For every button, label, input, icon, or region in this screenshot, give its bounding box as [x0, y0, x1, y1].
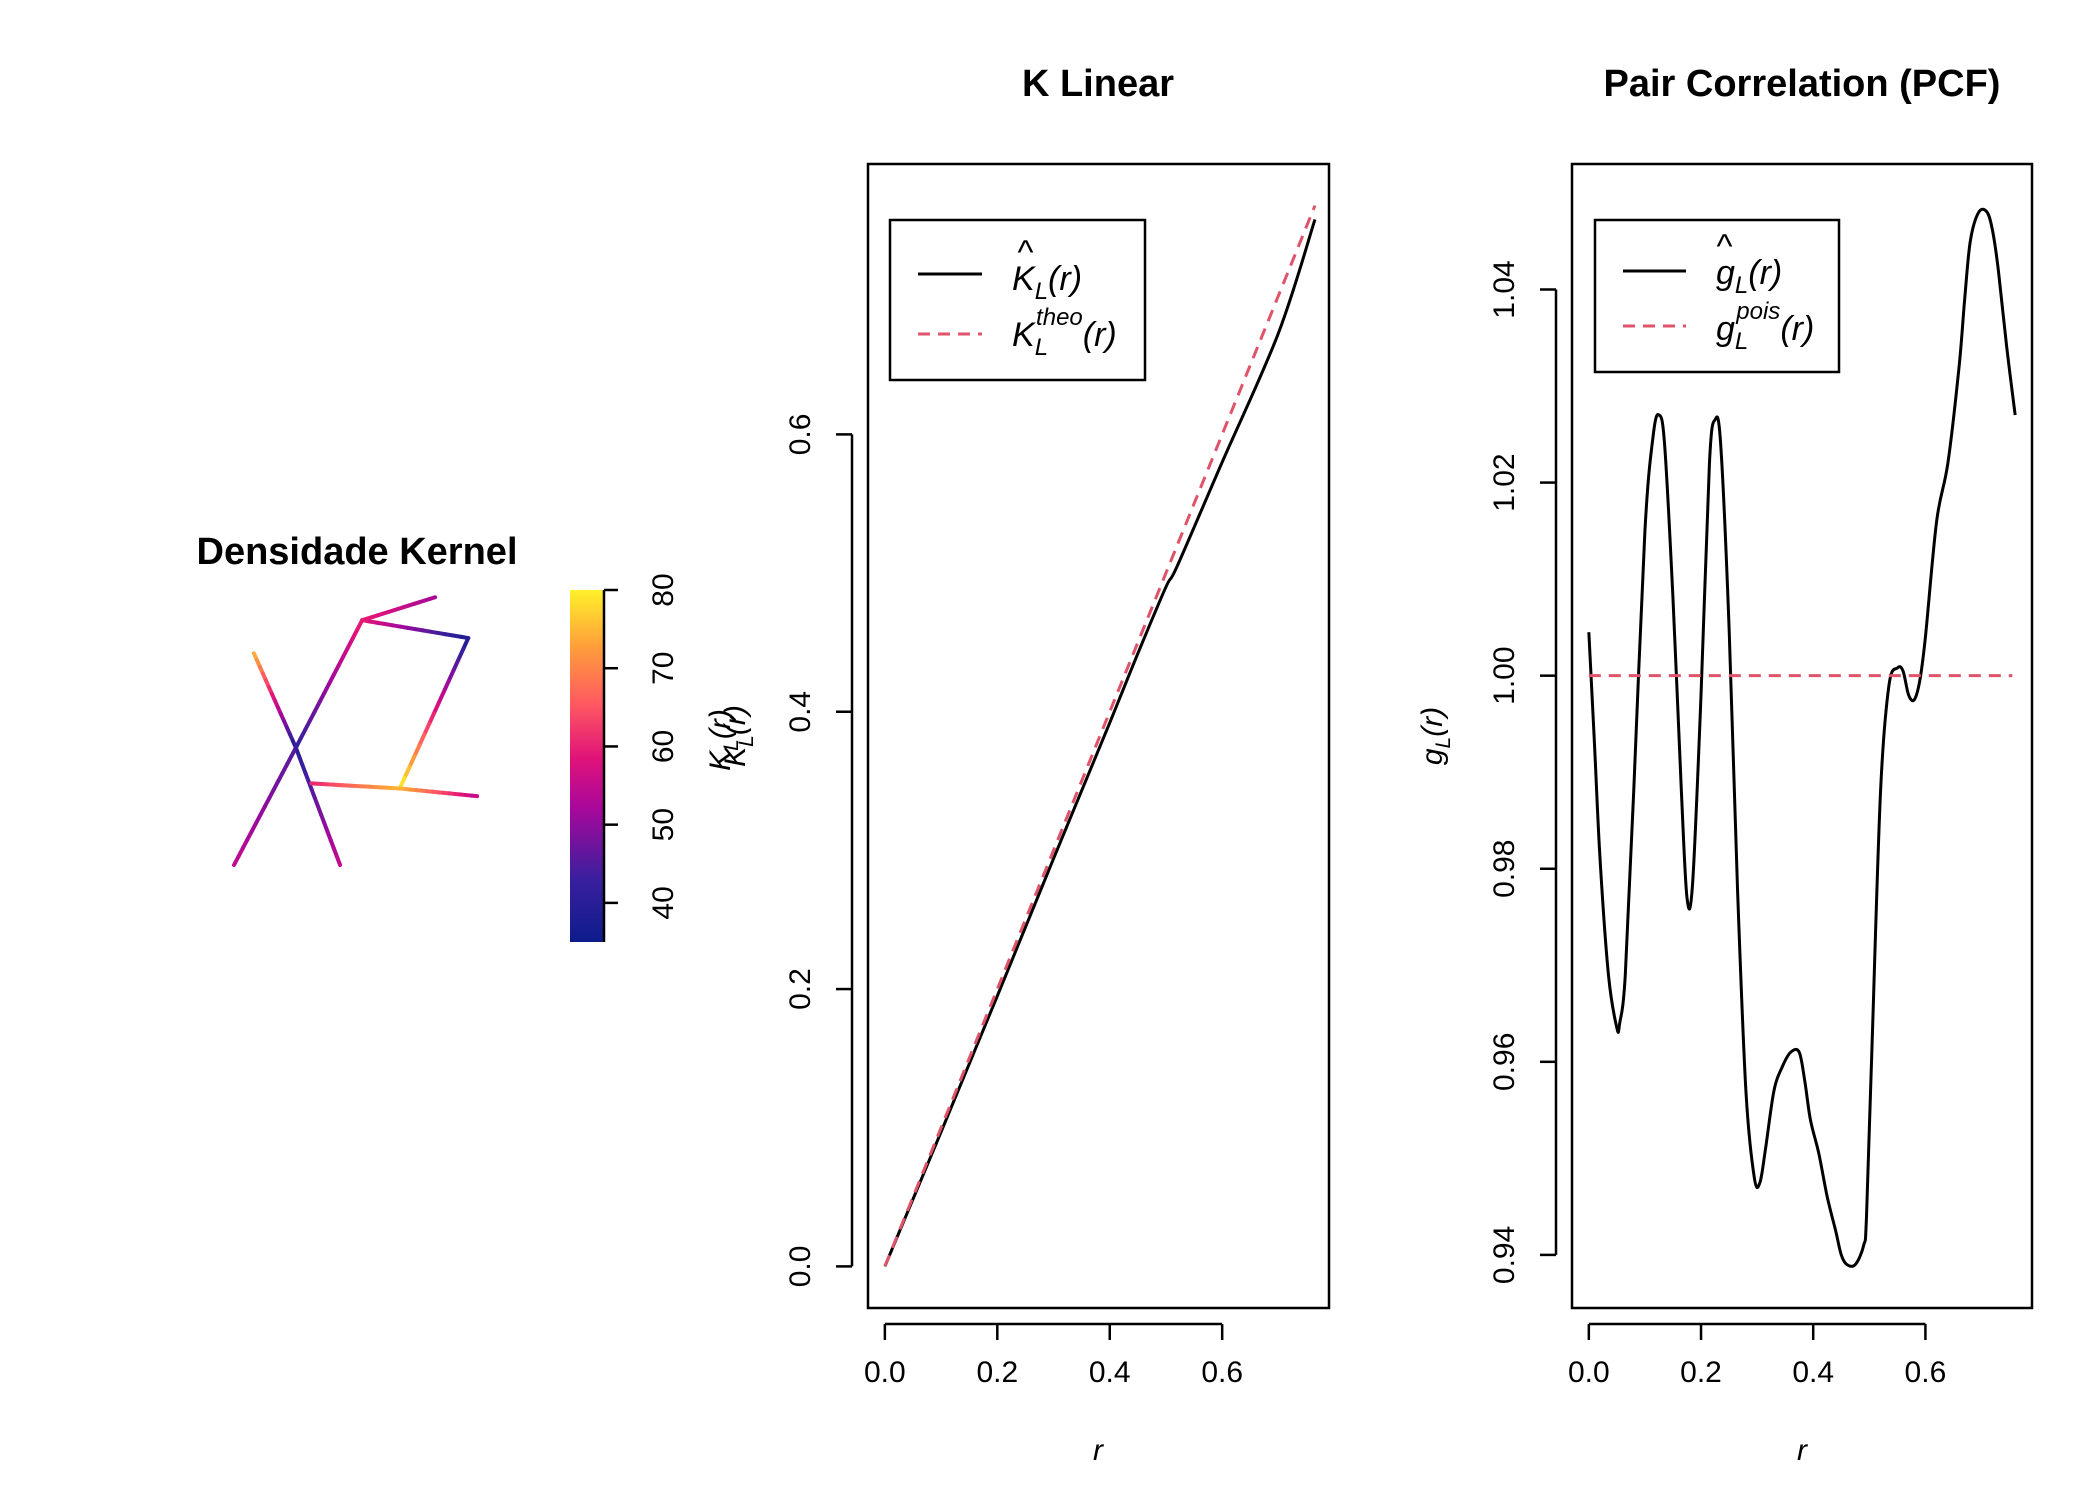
density-title: Densidade Kernel [197, 531, 518, 573]
k-linear-legend: KL(r) ^ KLtheo(r) [888, 218, 1147, 382]
pcf-plot-box [1570, 162, 2034, 1310]
pcf-legend-label-est: gL(r) [1716, 254, 1782, 299]
k-linear-y-tick-label-1: 0.2 [784, 968, 817, 1010]
colorbar-tick-label-1: 50 [647, 808, 680, 841]
pcf-xlabel: r [1797, 1434, 1808, 1467]
density-network [232, 595, 480, 867]
colorbar-tick-label-0: 40 [647, 886, 680, 919]
pcf-y-tick-label-5: 1.04 [1488, 260, 1521, 318]
k-linear-series-0 [883, 219, 1317, 1267]
k-linear-panel: K Linear 0.0 0.2 0.4 0.6 0.0 0.2 0.4 0.6 KL(r) r… [719, 63, 1331, 1467]
k-linear-x-tick-label-0: 0.0 [864, 1356, 906, 1389]
k-linear-ylabel: KL(r) [719, 705, 758, 767]
k-linear-x-tick-label-1: 0.2 [976, 1356, 1018, 1389]
pcf-y-tick-label-3: 1.00 [1488, 646, 1521, 704]
k-linear-y-tick-label-3: 0.6 [784, 414, 817, 456]
colorbar-ticks: 40 50 60 70 80 [602, 573, 680, 942]
k-legend-hat: ^ [1017, 234, 1034, 272]
k-linear-legend-box [888, 218, 1147, 382]
pcf-x-tick-label-2: 0.4 [1792, 1356, 1834, 1389]
density-segment-1-13 [334, 854, 343, 867]
pcf-y-tick-label-4: 1.02 [1488, 453, 1521, 511]
k-linear-series-1 [883, 205, 1317, 1267]
pcf-legend-box [1593, 218, 1841, 374]
density-panel: Densidade Kernel 40 50 60 70 80 KL(r) [197, 531, 743, 942]
k-linear-x-tick-label-3: 0.6 [1201, 1356, 1243, 1389]
colorbar-tick-label-3: 70 [647, 652, 680, 685]
pcf-y-tick-label-1: 0.96 [1488, 1033, 1521, 1091]
density-colorbar: 40 50 60 70 80 KL(r) [570, 573, 743, 942]
colorbar-gradient [570, 590, 604, 942]
density-segment-4-13 [427, 595, 438, 601]
k-linear-title: K Linear [1022, 63, 1174, 105]
pcf-lines [1587, 207, 2017, 1268]
colorbar-tick-label-2: 60 [647, 730, 680, 763]
pcf-y-tick-label-0: 0.94 [1488, 1226, 1521, 1284]
k-linear-axes: 0.0 0.2 0.4 0.6 0.0 0.2 0.4 0.6 KL(r) [719, 414, 1243, 1389]
pcf-y-tick-label-2: 0.98 [1488, 840, 1521, 898]
pcf-axes: 0.0 0.2 0.4 0.6 0.94 0.96 0.98 1.00 1.02 1.04 [1488, 260, 1946, 1389]
pcf-x-tick-label-0: 0.0 [1568, 1356, 1610, 1389]
pcf-x-tick-label-3: 0.6 [1905, 1356, 1947, 1389]
k-linear-xlabel: r [1093, 1434, 1104, 1467]
pcf-panel: Pair Correlation (PCF) 0.0 0.2 0.4 0.60.940… [1416, 63, 2034, 1467]
colorbar-tick-label-4: 80 [647, 573, 680, 606]
pcf-legend: gL(r) ^ gLpois(r) [1593, 218, 1841, 374]
k-linear-y-tick-label-0: 0.0 [784, 1246, 817, 1288]
k-legend-label-est: KL(r) [1012, 260, 1082, 305]
pcf-x-tick-label-1: 0.2 [1680, 1356, 1722, 1389]
k-linear-y-tick-label-2: 0.4 [784, 691, 817, 733]
colorbar-label: KL(r) [704, 709, 743, 771]
k-linear-x-tick-label-2: 0.4 [1089, 1356, 1131, 1389]
pcf-series-0 [1587, 207, 2017, 1268]
density-segment-8-13 [469, 793, 480, 799]
pcf-legend-hat: ^ [1716, 228, 1733, 266]
k-linear-plot-box [866, 162, 1331, 1310]
pcf-ylabel: gL(r) [1416, 707, 1455, 765]
pcf-title: Pair Correlation (PCF) [1604, 63, 2001, 105]
k-linear-lines [883, 205, 1317, 1267]
